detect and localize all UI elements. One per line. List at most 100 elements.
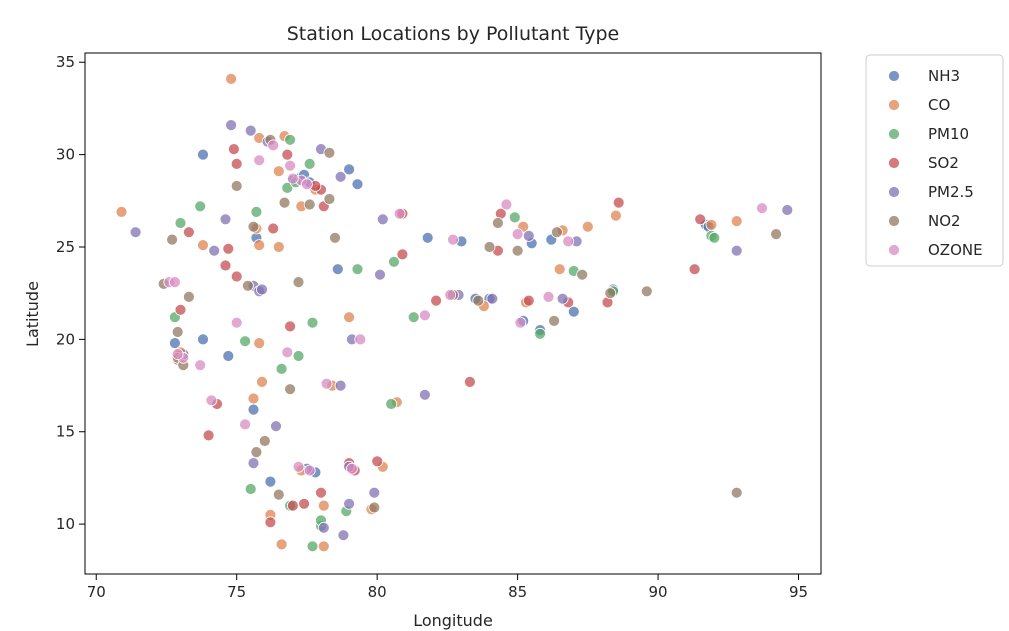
data-point	[222, 242, 235, 255]
data-point	[343, 163, 356, 176]
data-point	[781, 204, 794, 216]
data-point	[553, 263, 566, 276]
data-point	[281, 346, 294, 359]
data-point	[418, 388, 431, 401]
data-point	[284, 383, 297, 396]
data-point	[225, 73, 238, 85]
data-point	[396, 248, 409, 261]
x-tick-label: 75	[227, 583, 246, 601]
data-point	[483, 241, 496, 253]
data-point	[197, 239, 209, 252]
data-point	[317, 521, 330, 534]
data-point	[306, 540, 319, 553]
data-point	[174, 217, 187, 229]
data-point	[303, 198, 316, 211]
data-point	[182, 226, 195, 239]
data-point	[343, 311, 356, 324]
data-point	[230, 157, 243, 170]
y-tick-label: 30	[56, 146, 75, 164]
data-point	[247, 392, 260, 405]
data-point	[315, 486, 327, 499]
data-point	[508, 211, 521, 224]
data-point	[610, 209, 622, 222]
data-point	[256, 283, 268, 296]
data-point	[284, 159, 297, 172]
data-point	[300, 178, 313, 191]
data-point	[168, 276, 181, 289]
x-tick-label: 70	[87, 583, 106, 601]
data-point	[222, 350, 235, 362]
y-tick-label: 10	[56, 515, 75, 533]
data-point	[730, 215, 743, 228]
data-point	[247, 403, 260, 416]
data-point	[447, 233, 459, 246]
data-point	[202, 429, 215, 442]
data-point	[250, 446, 263, 459]
data-point	[303, 157, 316, 170]
data-point	[292, 460, 305, 473]
data-point	[292, 276, 305, 289]
data-point	[241, 279, 254, 292]
plot-frame	[84, 52, 822, 575]
legend-label: PM2.5	[928, 183, 974, 201]
data-point	[320, 377, 333, 390]
data-point	[129, 226, 142, 239]
data-point	[239, 335, 252, 348]
legend-frame	[865, 54, 1004, 267]
data-point	[444, 289, 457, 301]
data-point	[174, 303, 187, 316]
data-point	[730, 244, 743, 257]
data-point	[694, 213, 707, 226]
data-point	[556, 292, 569, 305]
data-point	[542, 290, 555, 303]
data-point	[486, 292, 499, 305]
data-point	[331, 263, 344, 276]
legend-label: NH3	[928, 67, 960, 85]
data-point	[334, 379, 347, 392]
data-point	[272, 488, 285, 501]
data-point	[562, 235, 575, 248]
y-axis-title: Latitude	[23, 281, 42, 347]
data-point	[708, 231, 721, 244]
data-point	[253, 337, 266, 350]
legend-label: OZONE	[928, 241, 983, 259]
data-point	[272, 241, 285, 253]
data-point	[500, 198, 513, 211]
data-point	[281, 181, 294, 194]
data-point	[298, 497, 311, 510]
data-point	[317, 499, 330, 512]
data-point	[247, 457, 260, 470]
data-point	[612, 196, 625, 209]
data-point	[227, 143, 240, 156]
data-point	[230, 316, 243, 329]
data-point	[351, 178, 364, 191]
data-point	[730, 486, 743, 499]
data-point	[514, 316, 527, 329]
data-point	[205, 394, 218, 407]
data-point	[463, 375, 476, 388]
data-point	[688, 263, 701, 276]
data-point	[407, 311, 420, 324]
data-point	[368, 486, 381, 499]
data-point	[329, 231, 341, 244]
x-axis-ticks: 70 75 80 85 90 95	[87, 574, 808, 601]
data-point	[171, 326, 184, 338]
data-point	[576, 268, 589, 281]
data-point	[376, 213, 389, 226]
y-tick-label: 15	[56, 423, 75, 441]
data-point	[534, 327, 546, 340]
data-point	[244, 483, 257, 495]
data-point	[272, 165, 285, 178]
data-point	[303, 464, 316, 477]
y-tick-label: 20	[56, 330, 75, 348]
data-point	[323, 146, 336, 159]
data-point	[256, 375, 268, 388]
data-point	[388, 255, 400, 268]
data-point	[374, 268, 386, 281]
legend-marker	[888, 244, 900, 256]
data-point	[194, 200, 207, 213]
data-point	[208, 244, 221, 257]
data-point	[604, 287, 617, 300]
data-point	[182, 290, 195, 303]
